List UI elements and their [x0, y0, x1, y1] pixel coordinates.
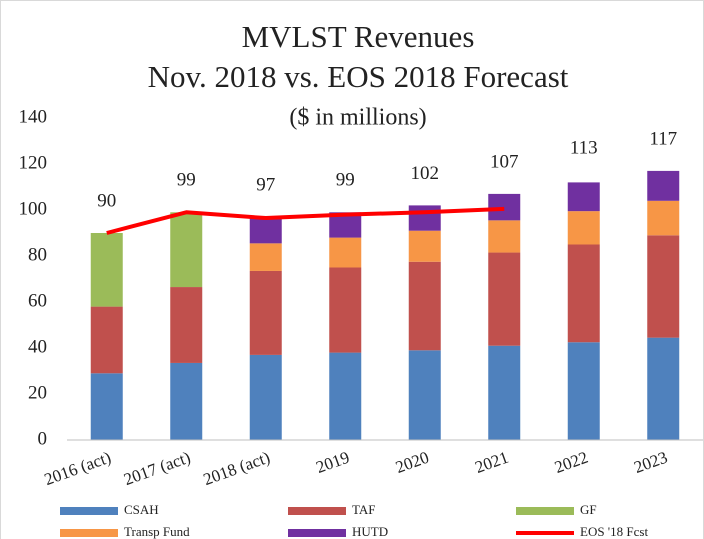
legend-label: HUTD	[352, 524, 388, 539]
bar-segment	[408, 350, 441, 440]
x-tick-label: 2021	[473, 448, 511, 477]
y-tick-label: 120	[19, 152, 48, 173]
x-tick-label: 2018 (act)	[201, 448, 273, 490]
total-label: 90	[97, 190, 116, 211]
bar-segment	[488, 193, 521, 221]
bar-segment	[408, 261, 441, 351]
x-tick-label: 2016 (act)	[42, 448, 114, 490]
legend-label: Transp Fund	[124, 524, 190, 539]
bar-segment	[647, 235, 680, 338]
bar-segment	[170, 362, 203, 440]
bar-segment	[90, 306, 123, 374]
bar-segment	[488, 345, 521, 440]
y-tick-label: 140	[19, 106, 48, 127]
bar-segment	[170, 287, 203, 363]
unit-label: ($ in millions)	[289, 105, 426, 131]
legend-label: CSAH	[124, 502, 159, 517]
bar-segment	[329, 352, 362, 440]
chart-subtitle: Nov. 2018 vs. EOS 2018 Forecast	[148, 59, 569, 94]
bar-segment	[647, 200, 680, 236]
total-label: 107	[490, 151, 519, 172]
bar-segment	[90, 233, 123, 307]
y-tick-label: 60	[28, 290, 47, 311]
legend-label: EOS '18 Fcst	[580, 524, 648, 539]
x-tick-label: 2023	[632, 448, 670, 477]
bar-segment	[488, 252, 521, 346]
bar-segment	[408, 205, 441, 231]
legend-label: TAF	[352, 502, 376, 517]
total-label: 113	[570, 137, 598, 158]
bar-segment	[567, 342, 600, 440]
bar-segment	[170, 212, 203, 288]
chart-title: MVLST Revenues	[242, 19, 475, 54]
bar-segment	[647, 170, 680, 201]
bar-segment	[647, 337, 680, 440]
y-tick-label: 40	[28, 336, 47, 357]
total-label: 97	[256, 174, 275, 195]
bar-segment	[488, 220, 521, 253]
bar-segment	[329, 237, 362, 268]
legend-label: GF	[580, 502, 597, 517]
bar-segment	[249, 270, 282, 355]
legend-swatch	[516, 507, 574, 515]
x-tick-label: 2020	[393, 448, 431, 477]
bar-segment	[567, 211, 600, 245]
bar-segment	[567, 244, 600, 343]
y-tick-label: 20	[28, 382, 47, 403]
bar-segment	[249, 243, 282, 271]
x-tick-label: 2019	[314, 448, 352, 477]
bar-segment	[329, 267, 362, 353]
bar-segment	[567, 182, 600, 212]
total-label: 99	[336, 170, 355, 191]
total-label: 117	[649, 128, 677, 149]
bar-segment	[249, 354, 282, 440]
total-label: 102	[411, 163, 440, 184]
line-series	[106, 206, 505, 235]
x-tick-label: 2022	[552, 448, 590, 477]
y-tick-label: 0	[38, 428, 48, 449]
bar-segment	[90, 373, 123, 440]
total-label: 99	[177, 170, 196, 191]
bar-segment	[249, 216, 282, 244]
legend-swatch	[60, 529, 118, 537]
y-tick-label: 100	[19, 198, 48, 219]
x-tick-label: 2017 (act)	[121, 448, 193, 490]
legend-swatch	[60, 507, 118, 515]
legend-swatch	[288, 529, 346, 537]
bar-segment	[408, 230, 441, 262]
legend-swatch	[288, 507, 346, 515]
y-tick-label: 80	[28, 244, 47, 265]
